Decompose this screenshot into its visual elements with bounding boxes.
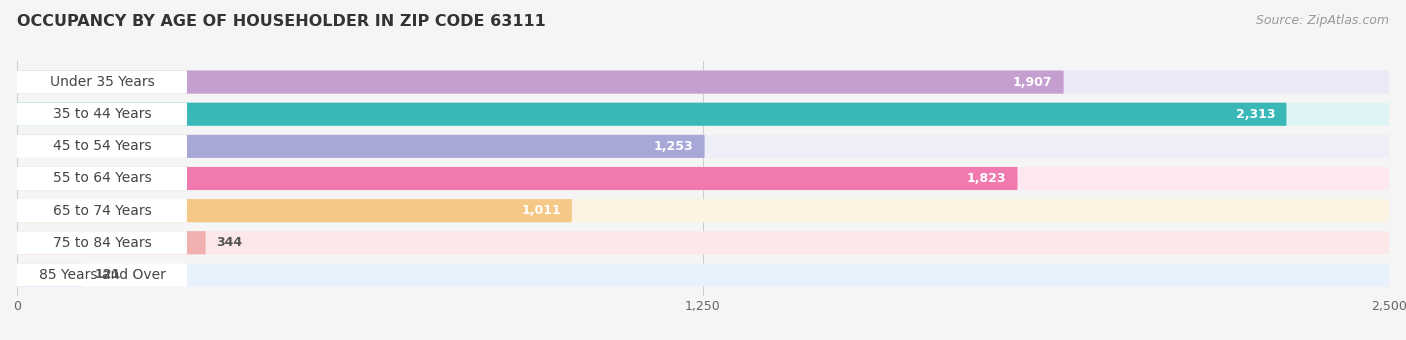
Text: 55 to 64 Years: 55 to 64 Years — [52, 171, 152, 186]
Text: 45 to 54 Years: 45 to 54 Years — [52, 139, 152, 153]
FancyBboxPatch shape — [17, 199, 572, 222]
Text: 344: 344 — [217, 236, 243, 249]
FancyBboxPatch shape — [17, 103, 1286, 126]
FancyBboxPatch shape — [17, 70, 187, 94]
Text: Source: ZipAtlas.com: Source: ZipAtlas.com — [1256, 14, 1389, 27]
Text: 121: 121 — [94, 268, 121, 282]
FancyBboxPatch shape — [17, 167, 1389, 190]
FancyBboxPatch shape — [17, 135, 704, 158]
FancyBboxPatch shape — [17, 231, 1389, 254]
FancyBboxPatch shape — [17, 103, 1389, 126]
FancyBboxPatch shape — [17, 199, 187, 222]
FancyBboxPatch shape — [17, 264, 83, 287]
FancyBboxPatch shape — [17, 103, 187, 126]
Text: 85 Years and Over: 85 Years and Over — [38, 268, 166, 282]
Text: 1,907: 1,907 — [1014, 75, 1053, 89]
Text: 2,313: 2,313 — [1236, 108, 1275, 121]
Text: 75 to 84 Years: 75 to 84 Years — [52, 236, 152, 250]
FancyBboxPatch shape — [17, 167, 1018, 190]
Text: 1,823: 1,823 — [967, 172, 1007, 185]
FancyBboxPatch shape — [17, 231, 187, 254]
FancyBboxPatch shape — [17, 231, 205, 254]
Text: OCCUPANCY BY AGE OF HOUSEHOLDER IN ZIP CODE 63111: OCCUPANCY BY AGE OF HOUSEHOLDER IN ZIP C… — [17, 14, 546, 29]
Text: 35 to 44 Years: 35 to 44 Years — [52, 107, 152, 121]
FancyBboxPatch shape — [17, 135, 1389, 158]
Text: 65 to 74 Years: 65 to 74 Years — [52, 204, 152, 218]
FancyBboxPatch shape — [17, 135, 187, 158]
Text: 1,011: 1,011 — [522, 204, 561, 217]
FancyBboxPatch shape — [17, 264, 1389, 287]
FancyBboxPatch shape — [17, 199, 1389, 222]
FancyBboxPatch shape — [17, 70, 1063, 94]
FancyBboxPatch shape — [17, 70, 1389, 94]
FancyBboxPatch shape — [17, 167, 187, 190]
FancyBboxPatch shape — [17, 264, 187, 287]
Text: Under 35 Years: Under 35 Years — [49, 75, 155, 89]
Text: 1,253: 1,253 — [654, 140, 693, 153]
